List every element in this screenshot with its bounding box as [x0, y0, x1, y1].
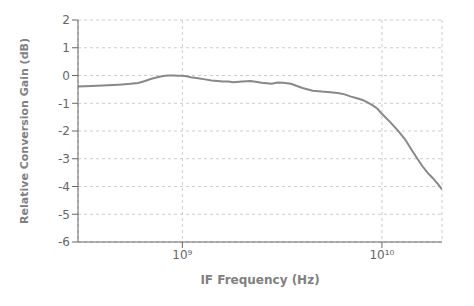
svg-text:-1: -1	[58, 97, 70, 111]
svg-text:IF Frequency (Hz): IF Frequency (Hz)	[200, 273, 319, 287]
svg-text:10¹⁰: 10¹⁰	[369, 248, 394, 262]
svg-text:10⁹: 10⁹	[172, 248, 192, 262]
svg-text:-2: -2	[58, 124, 70, 138]
svg-text:1: 1	[62, 41, 70, 55]
svg-text:-6: -6	[58, 235, 70, 249]
svg-text:0: 0	[62, 69, 70, 83]
svg-text:2: 2	[62, 13, 70, 27]
svg-text:-4: -4	[58, 180, 70, 194]
svg-text:Relative Conversion Gain (dB): Relative Conversion Gain (dB)	[18, 38, 31, 224]
svg-text:-3: -3	[58, 152, 70, 166]
svg-text:-5: -5	[58, 208, 70, 222]
